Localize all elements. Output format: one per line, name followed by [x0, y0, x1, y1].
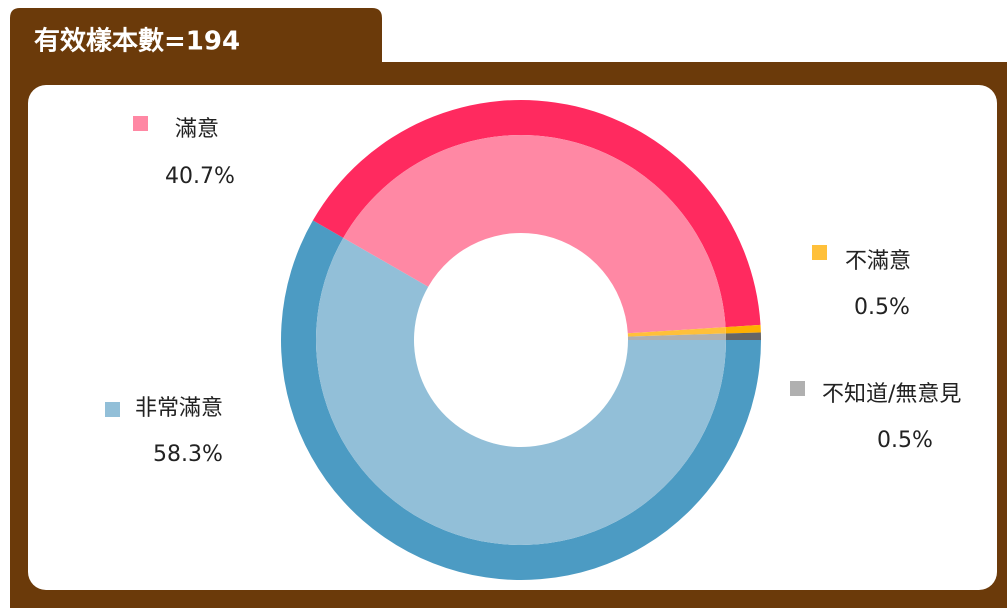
legend-swatch [105, 402, 120, 417]
donut-segment-outer [281, 220, 761, 580]
title-tab [10, 8, 382, 62]
donut-segment-inner [627, 333, 726, 340]
donut-segment-outer [725, 324, 761, 334]
donut-segment-inner [316, 237, 726, 546]
card [28, 85, 997, 590]
donut-segment-inner [343, 135, 726, 334]
data-label: 40.7% [165, 164, 235, 189]
donut-segment-outer [312, 100, 761, 328]
legend-label: 不知道/無意見 [822, 382, 961, 407]
legend-label: 滿意 [175, 117, 219, 142]
data-label: 0.5% [877, 428, 933, 453]
chart-title: 有效樣本數=194 [34, 26, 240, 57]
donut-segment-outer [725, 332, 761, 340]
legend-label: 非常滿意 [135, 396, 223, 421]
data-label: 58.3% [153, 442, 223, 467]
legend-swatch [133, 116, 148, 131]
legend-swatch [790, 381, 805, 396]
donut-segment-inner [627, 327, 726, 337]
legend-label: 不滿意 [845, 249, 911, 274]
data-label: 0.5% [854, 295, 910, 320]
legend-swatch [812, 245, 827, 260]
